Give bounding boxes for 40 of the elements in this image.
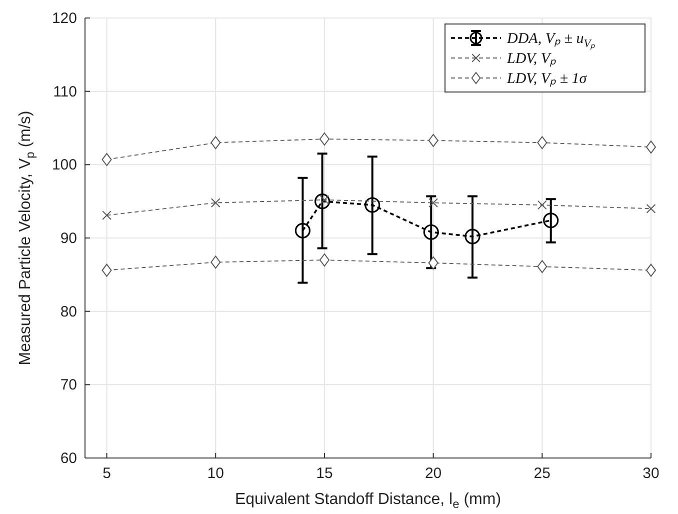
point [423, 224, 439, 240]
point [537, 200, 547, 210]
y-tick-label: 100 [52, 156, 77, 174]
point [543, 212, 559, 228]
point [102, 210, 112, 220]
point [294, 222, 310, 238]
x-tick-label: 25 [534, 465, 550, 482]
point [319, 132, 330, 146]
point [646, 140, 656, 154]
point [102, 153, 112, 166]
y-tick-label: 60 [60, 450, 77, 467]
y-tick-label: 90 [60, 230, 77, 247]
point [464, 228, 480, 244]
y-tick-label: 80 [60, 303, 77, 320]
point [428, 198, 438, 208]
legend-label: DDA, Vₚ ± u$_{Vₚ}$ [506, 31, 596, 50]
x-tick-label: 30 [642, 465, 660, 482]
y-tick-label: 70 [60, 376, 77, 394]
x-tick-label: 5 [102, 465, 111, 482]
point [319, 254, 330, 266]
point [364, 197, 380, 213]
point [210, 198, 220, 208]
legend-label: LDV, Vₚ ± 1σ [506, 71, 588, 87]
x-tick-label: 20 [424, 465, 442, 482]
x-tick-label: 10 [207, 465, 224, 482]
x-tick-label: 15 [316, 465, 333, 482]
point [537, 136, 548, 150]
point [314, 194, 330, 210]
point [428, 256, 438, 270]
x-axis-title: Equivalent Standoff Distance, l$_{e}$ (mm) [234, 491, 502, 512]
legend-label: LDV, Vₚ [506, 51, 558, 67]
y-tick-label: 110 [53, 83, 77, 100]
point [537, 260, 548, 274]
point [646, 204, 656, 214]
y-tick-label: 120 [52, 10, 77, 27]
point [646, 264, 656, 277]
point [210, 136, 221, 150]
point [102, 264, 112, 277]
point [428, 134, 438, 147]
point [210, 256, 221, 269]
